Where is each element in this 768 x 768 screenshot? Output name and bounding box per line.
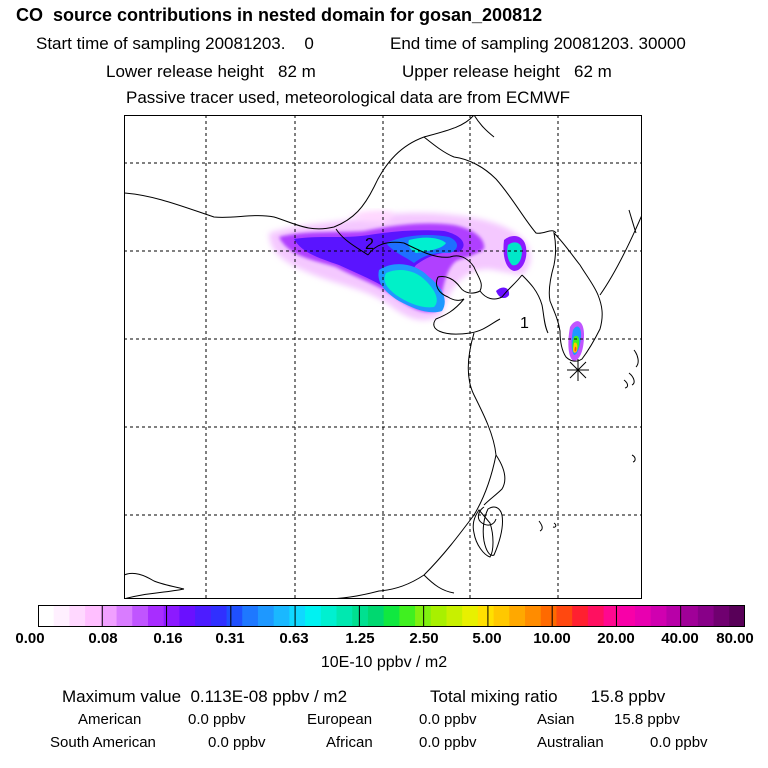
tracer-note-text: Passive tracer used, meteorological data… xyxy=(126,88,571,107)
region-value-american: 0.0 ppbv xyxy=(188,711,246,728)
colorbar-swatch xyxy=(540,605,558,627)
colorbar-swatch xyxy=(525,605,542,627)
receptor-marker xyxy=(567,359,589,381)
colorbar-swatch xyxy=(729,605,745,627)
colorbar-swatch xyxy=(713,605,730,627)
colorbar-swatch xyxy=(352,605,369,627)
colorbar-swatch xyxy=(666,605,683,627)
colorbar-tick-3: 0.31 xyxy=(215,630,245,647)
colorbar-swatch xyxy=(493,605,510,627)
colorbar-swatch xyxy=(257,605,275,627)
colorbar-swatch xyxy=(682,605,699,627)
colorbar-tick-10: 40.00 xyxy=(661,630,699,647)
colorbar-swatch xyxy=(446,605,463,627)
colorbar-swatch xyxy=(100,605,118,627)
sampling-end-text: End time of sampling 20081203. 30000 xyxy=(390,34,686,53)
colorbar-tick-7: 5.00 xyxy=(472,630,502,647)
colorbar-tick-4: 0.63 xyxy=(279,630,309,647)
colorbar-swatch xyxy=(320,605,338,627)
colorbar-swatch xyxy=(53,605,71,627)
colorbar-swatch xyxy=(477,605,495,627)
colorbar-swatch xyxy=(179,605,196,627)
colorbar-swatch xyxy=(462,605,479,627)
colorbar-swatch xyxy=(226,605,243,627)
colorbar-swatch xyxy=(399,605,416,627)
colorbar-tick-9: 20.00 xyxy=(597,630,635,647)
region-name-australian: Australian xyxy=(537,734,604,751)
source-label-1: 1 xyxy=(520,315,529,332)
region-name-south-american: South American xyxy=(50,734,156,751)
region-value-european: 0.0 ppbv xyxy=(419,711,477,728)
colorbar-tick-0: 0.00 xyxy=(15,630,45,647)
colorbar-swatch xyxy=(210,605,228,627)
colorbar-swatch xyxy=(697,605,715,627)
colorbar-swatch xyxy=(242,605,259,627)
colorbar-tick-11: 80.00 xyxy=(716,630,754,647)
colorbar-tick-5: 1.25 xyxy=(345,630,375,647)
plume-footprint xyxy=(269,210,584,361)
maximum-value-text: Maximum value 0.113E-08 ppbv / m2 xyxy=(62,687,348,706)
colorbar-swatch xyxy=(430,605,448,627)
region-name-american: American xyxy=(78,711,142,728)
colorbar-swatch xyxy=(273,605,290,627)
region-name-african: African xyxy=(326,734,373,751)
region-value-asian: 15.8 ppbv xyxy=(614,711,680,728)
colorbar-swatch xyxy=(163,605,180,627)
colorbar-swatch xyxy=(367,605,385,627)
colorbar-swatch xyxy=(619,605,636,627)
map-panel: 2 1 xyxy=(124,115,642,599)
colorbar-swatch xyxy=(147,605,165,627)
region-value-african: 0.0 ppbv xyxy=(419,734,477,751)
source-label-2: 2 xyxy=(365,236,374,253)
colorbar-swatch xyxy=(289,605,306,627)
region-value-south-american: 0.0 ppbv xyxy=(208,734,266,751)
colorbar-swatch xyxy=(132,605,149,627)
region-name-asian: Asian xyxy=(537,711,575,728)
colorbar-swatch xyxy=(69,605,86,627)
colorbar-border xyxy=(38,605,745,627)
colorbar-swatch xyxy=(556,605,573,627)
colorbar-swatch xyxy=(195,605,212,627)
colorbar-swatch xyxy=(587,605,605,627)
colorbar-tick-2: 0.16 xyxy=(153,630,183,647)
grid-lines xyxy=(124,115,642,599)
taiwan-outline xyxy=(482,506,503,556)
colorbar-swatch xyxy=(116,605,133,627)
upper-release-text: Upper release height 62 m xyxy=(402,62,612,81)
region-value-australian: 0.0 ppbv xyxy=(650,734,708,751)
region-name-european: European xyxy=(307,711,373,728)
colorbar-swatch xyxy=(305,605,322,627)
colorbar-swatch xyxy=(336,605,353,627)
colorbar-tick-1: 0.08 xyxy=(88,630,118,647)
colorbar-tick-8: 10.00 xyxy=(533,630,571,647)
colorbar-swatch xyxy=(650,605,668,627)
colorbar-swatch xyxy=(603,605,620,627)
colorbar-swatch xyxy=(85,605,102,627)
colorbar-swatch xyxy=(383,605,400,627)
colorbar-unit: 10E-10 ppbv / m2 xyxy=(320,654,448,671)
colorbar-swatch xyxy=(509,605,526,627)
colorbar-swatch xyxy=(38,605,55,627)
colorbar-swatch xyxy=(635,605,652,627)
color-bar xyxy=(38,605,745,627)
lower-release-text: Lower release height 82 m xyxy=(106,62,316,81)
colorbar-swatch xyxy=(572,605,589,627)
colorbar-tick-6: 2.50 xyxy=(409,630,439,647)
sampling-start-text: Start time of sampling 20081203. 0 xyxy=(36,34,314,53)
total-mixing-ratio-text: Total mixing ratio 15.8 ppbv xyxy=(430,687,666,706)
map-title: CO source contributions in nested domain… xyxy=(16,5,543,25)
